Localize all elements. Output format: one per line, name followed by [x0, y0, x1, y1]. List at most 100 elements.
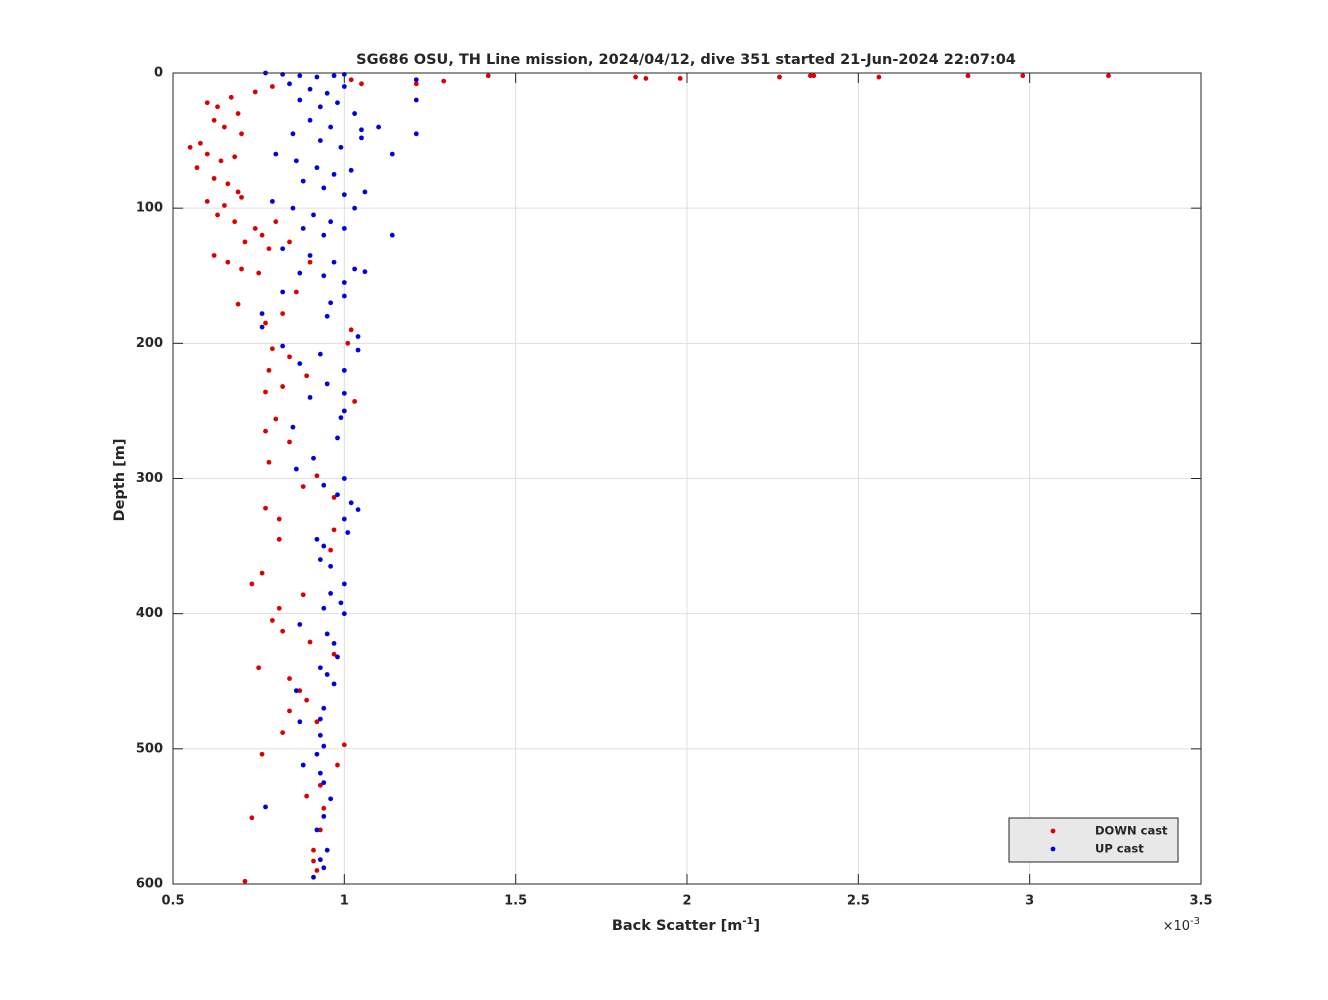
- point: [876, 74, 882, 80]
- point: [300, 226, 306, 231]
- point: [777, 74, 782, 80]
- legend-box: [1008, 817, 1179, 863]
- point: [413, 77, 419, 83]
- point: [293, 158, 299, 164]
- point: [204, 199, 210, 204]
- point: [328, 219, 334, 225]
- point: [376, 124, 381, 130]
- point: [331, 495, 337, 500]
- point: [324, 90, 330, 96]
- point: [300, 762, 306, 768]
- point: [341, 581, 347, 587]
- point: [311, 212, 316, 218]
- point: [307, 86, 313, 92]
- point: [276, 536, 282, 542]
- point: [311, 874, 316, 880]
- point: [965, 73, 971, 79]
- point: [311, 847, 316, 853]
- point: [331, 527, 337, 533]
- point: [287, 439, 292, 445]
- point: [259, 232, 265, 238]
- x-tick-label: 1.5: [504, 894, 527, 909]
- point: [321, 814, 327, 819]
- point: [811, 73, 817, 79]
- point: [307, 259, 313, 265]
- point: [359, 135, 364, 141]
- point: [297, 361, 303, 367]
- point: [335, 100, 340, 106]
- point: [211, 176, 217, 181]
- point: [345, 530, 351, 535]
- point: [276, 605, 282, 611]
- point: [341, 367, 347, 373]
- y-tick-label: 100: [136, 201, 163, 216]
- point: [485, 73, 491, 79]
- point: [341, 476, 347, 481]
- point: [317, 557, 323, 562]
- point: [331, 641, 337, 646]
- point: [307, 253, 313, 258]
- point: [215, 212, 220, 218]
- point: [266, 246, 272, 252]
- point: [331, 259, 337, 265]
- point: [266, 459, 272, 465]
- point: [280, 384, 286, 389]
- point: [287, 708, 292, 714]
- point: [441, 78, 447, 84]
- point: [321, 780, 327, 786]
- point: [218, 158, 224, 164]
- point: [290, 131, 296, 137]
- point: [643, 76, 649, 81]
- point: [297, 97, 303, 103]
- point: [341, 742, 347, 748]
- point: [232, 219, 238, 225]
- point: [280, 246, 286, 252]
- point: [335, 762, 340, 768]
- x-axis-label: Back Scatter [m-1]: [612, 916, 760, 934]
- point: [263, 320, 268, 326]
- point: [222, 203, 227, 208]
- point: [280, 311, 286, 316]
- legend-marker: [1050, 828, 1056, 834]
- point: [317, 716, 323, 722]
- point: [341, 280, 347, 285]
- point: [389, 151, 395, 157]
- point: [321, 743, 327, 749]
- point: [341, 192, 347, 198]
- point: [348, 500, 354, 506]
- point: [280, 730, 286, 736]
- point: [256, 665, 262, 671]
- legend-marker: [1050, 846, 1056, 852]
- point: [287, 676, 292, 681]
- x-tick-label: 2.5: [847, 894, 870, 909]
- point: [307, 117, 313, 123]
- point: [341, 390, 347, 396]
- point: [338, 144, 344, 150]
- point: [341, 516, 347, 522]
- point: [328, 590, 334, 596]
- point: [198, 140, 203, 146]
- x-tick-label: 1: [340, 894, 349, 909]
- point: [314, 536, 320, 542]
- point: [677, 76, 683, 81]
- point: [225, 259, 231, 265]
- point: [317, 351, 323, 357]
- point: [304, 697, 310, 703]
- chart-title: SG686 OSU, TH Line mission, 2024/04/12, …: [356, 52, 1016, 68]
- point: [239, 194, 244, 200]
- point: [324, 313, 330, 319]
- point: [263, 389, 268, 395]
- point: [259, 311, 265, 316]
- point: [287, 81, 292, 87]
- point: [266, 367, 272, 373]
- x-tick-label: 2: [682, 894, 691, 909]
- x-label-sup: -1: [742, 916, 753, 927]
- point: [355, 507, 361, 512]
- point: [297, 622, 303, 627]
- point: [413, 81, 419, 87]
- point: [324, 847, 330, 853]
- point: [345, 340, 351, 346]
- point: [321, 705, 327, 711]
- point: [204, 100, 210, 106]
